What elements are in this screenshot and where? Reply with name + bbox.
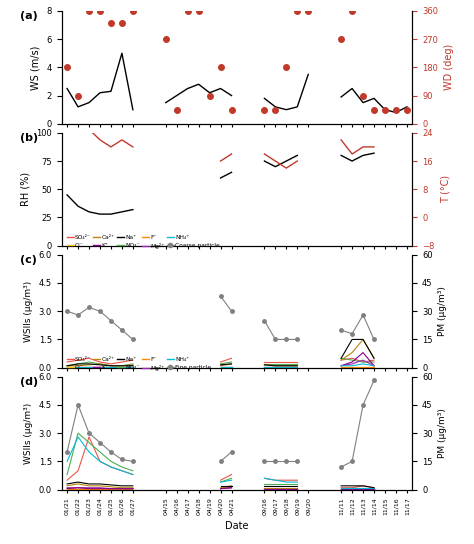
Y-axis label: WSIIs (μg/m³): WSIIs (μg/m³) (24, 403, 33, 464)
Text: (d): (d) (19, 376, 37, 387)
Point (173, 106, 181, 114)
Y-axis label: WS (m/s): WS (m/s) (31, 45, 41, 90)
Text: (b): (b) (19, 133, 37, 143)
Legend: SO₄²⁻, Cl⁻, Ca²⁺, K⁺, Na⁺, NO₃⁻, F⁻, Mg²⁺, NH₄⁺, Coarse particle: SO₄²⁻, Cl⁻, Ca²⁺, K⁺, Na⁺, NO₃⁻, F⁻, Mg²… (64, 233, 222, 251)
Text: (a): (a) (19, 11, 37, 21)
Point (195, 7, 202, 15)
Point (359, 91, 367, 100)
Point (293, 7, 301, 15)
Point (381, 106, 389, 114)
Point (107, 19, 115, 28)
Text: (c): (c) (19, 255, 36, 265)
Y-axis label: WD (deg): WD (deg) (444, 44, 454, 90)
Point (74, 91, 82, 100)
Point (261, 106, 268, 114)
Point (118, 19, 126, 28)
Point (85, 7, 93, 15)
Point (129, 7, 137, 15)
Legend: SO₄²⁻, Cl⁻, Ca²⁺, K⁺, Na⁺, NO₃⁻, F⁻, Mg²⁺, NH₄⁺, Fine particle: SO₄²⁻, Cl⁻, Ca²⁺, K⁺, Na⁺, NO₃⁻, F⁻, Mg²… (64, 355, 213, 373)
Point (348, 7, 356, 15)
Point (392, 106, 400, 114)
Y-axis label: T (°C): T (°C) (440, 175, 450, 203)
Point (96, 7, 104, 15)
Point (206, 91, 213, 100)
Point (228, 106, 235, 114)
Point (403, 106, 410, 114)
Point (162, 35, 170, 44)
Point (272, 106, 279, 114)
Point (64, 63, 71, 72)
Y-axis label: RH (%): RH (%) (20, 172, 31, 206)
Y-axis label: PM (μg/m³): PM (μg/m³) (438, 408, 447, 458)
Point (370, 106, 378, 114)
Y-axis label: PM (μg/m³): PM (μg/m³) (438, 286, 447, 336)
Point (337, 35, 345, 44)
Point (283, 63, 290, 72)
X-axis label: Date: Date (225, 521, 249, 530)
Point (184, 7, 191, 15)
Point (217, 63, 224, 72)
Point (304, 7, 312, 15)
Y-axis label: WSIIs (μg/m³): WSIIs (μg/m³) (24, 281, 33, 342)
